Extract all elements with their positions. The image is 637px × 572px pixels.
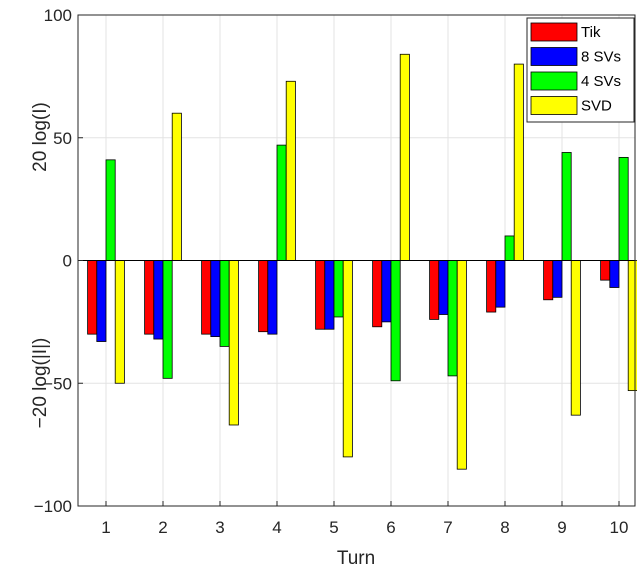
bar-4-svs-turn-1 bbox=[105, 159, 116, 261]
bar-tik-turn-2 bbox=[144, 260, 155, 335]
bar-4-svs-turn-8 bbox=[504, 235, 515, 261]
bar-svd-turn-1 bbox=[114, 260, 125, 384]
bar-svd-turn-9 bbox=[570, 260, 581, 416]
bar-4-svs-turn-3 bbox=[219, 260, 230, 347]
bar-4-svs-turn-9 bbox=[561, 152, 572, 261]
legend-swatch-tik bbox=[530, 22, 578, 42]
bar-8-svs-turn-10 bbox=[609, 260, 620, 288]
bar-4-svs-turn-6 bbox=[390, 260, 401, 382]
plot-frame bbox=[77, 14, 636, 507]
bar-4-svs-turn-2 bbox=[162, 260, 173, 379]
x-tick-label: 7 bbox=[443, 518, 452, 537]
bar-svd-turn-6 bbox=[399, 53, 410, 261]
bar-svd-turn-2 bbox=[171, 112, 182, 261]
legend-label-4-svs: 4 SVs bbox=[581, 73, 621, 90]
bar-tik-turn-1 bbox=[87, 260, 98, 335]
bar-tik-turn-3 bbox=[201, 260, 212, 335]
bar-8-svs-turn-2 bbox=[153, 260, 164, 340]
bar-tik-turn-5 bbox=[315, 260, 326, 330]
bar-tik-turn-4 bbox=[258, 260, 269, 333]
bar-4-svs-turn-10 bbox=[618, 156, 629, 261]
bar-8-svs-turn-9 bbox=[552, 260, 563, 298]
y-tick-label: 100 bbox=[44, 6, 72, 25]
bar-tik-turn-6 bbox=[372, 260, 383, 328]
x-tick-label: 1 bbox=[101, 518, 110, 537]
x-tick-label: 4 bbox=[272, 518, 281, 537]
bar-8-svs-turn-7 bbox=[438, 260, 449, 315]
bar-tik-turn-9 bbox=[543, 260, 554, 301]
bar-8-svs-turn-1 bbox=[96, 260, 107, 342]
bar-svd-turn-7 bbox=[456, 260, 467, 470]
bar-4-svs-turn-7 bbox=[447, 260, 458, 377]
x-axis-label: Turn bbox=[337, 548, 375, 569]
bar-4-svs-turn-4 bbox=[276, 144, 287, 261]
bar-tik-turn-8 bbox=[486, 260, 497, 313]
y-axis-label-top: 20 log(I) bbox=[30, 102, 51, 172]
legend-swatch-svd bbox=[530, 96, 578, 115]
bar-svd-turn-8 bbox=[513, 63, 524, 261]
y-tick-label: 50 bbox=[53, 129, 72, 148]
legend-label-8-svs: 8 SVs bbox=[581, 49, 621, 66]
x-tick-label: 5 bbox=[329, 518, 338, 537]
bar-4-svs-turn-5 bbox=[333, 260, 344, 318]
x-axis-ticks: 1 2 3 4 5 6 7 8 9 10 bbox=[101, 501, 628, 537]
legend: Tik 8 SVs 4 SVs SVD bbox=[526, 17, 635, 123]
x-tick-label: 8 bbox=[500, 518, 509, 537]
x-tick-label: 3 bbox=[215, 518, 224, 537]
bar-8-svs-turn-6 bbox=[381, 260, 392, 323]
bar-tik-turn-7 bbox=[429, 260, 440, 320]
bar-8-svs-turn-8 bbox=[495, 260, 506, 308]
y-axis-label-bottom: −20 log(|I|) bbox=[30, 338, 51, 429]
bar-tik-turn-10 bbox=[600, 260, 611, 281]
bar-svd-turn-4 bbox=[285, 80, 296, 261]
bar-svd-turn-3 bbox=[228, 260, 239, 426]
x-tick-label: 10 bbox=[610, 518, 629, 537]
legend-label-svd: SVD bbox=[581, 98, 612, 115]
y-tick-label: 0 bbox=[63, 252, 72, 271]
bar-8-svs-turn-3 bbox=[210, 260, 221, 338]
bar-8-svs-turn-4 bbox=[267, 260, 278, 335]
y-tick-label: −100 bbox=[34, 497, 72, 516]
legend-swatch-8-svs bbox=[530, 47, 578, 66]
legend-label-tik: Tik bbox=[581, 24, 601, 41]
legend-swatch-4-svs bbox=[530, 71, 578, 91]
bar-8-svs-turn-5 bbox=[324, 260, 335, 330]
y-tick-label: −50 bbox=[43, 374, 72, 393]
x-tick-label: 6 bbox=[386, 518, 395, 537]
bar-svd-turn-10 bbox=[627, 260, 637, 392]
y-axis-ticks: 100 50 0 −50 −100 bbox=[34, 6, 83, 516]
x-tick-label: 2 bbox=[158, 518, 167, 537]
bar-svd-turn-5 bbox=[342, 260, 353, 458]
x-tick-label: 9 bbox=[557, 518, 566, 537]
